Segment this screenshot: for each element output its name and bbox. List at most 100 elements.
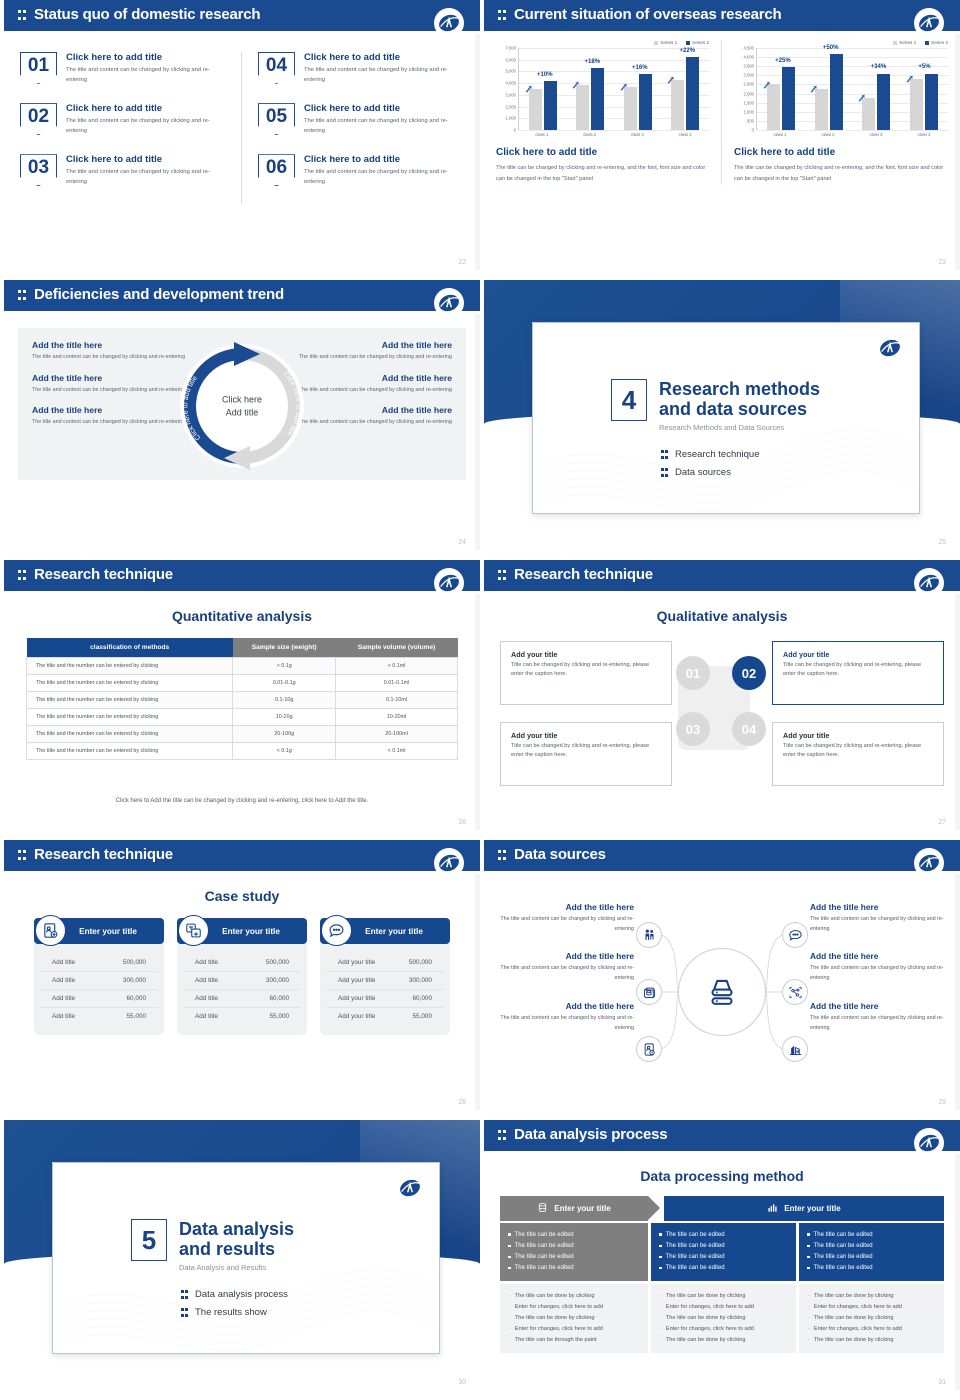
- slide-header-bar: Research technique: [4, 560, 480, 591]
- growth-annotation: +18%: [584, 58, 601, 65]
- database-box-icon[interactable]: [636, 979, 662, 1005]
- row-label: Add your title: [338, 959, 376, 966]
- table-row[interactable]: The title and the number can be entered …: [25, 725, 458, 743]
- chart-panel-left: Series 1 Series 2 7,000 6,000 5,000 4,000 3,…: [484, 40, 722, 186]
- quadrant-box-01[interactable]: Add your title Title can be changed by c…: [500, 641, 672, 705]
- list-item[interactable]: Research technique: [661, 449, 760, 460]
- block-body: The title and content can be changed by …: [298, 419, 452, 426]
- list-item[interactable]: The results show: [181, 1307, 288, 1318]
- card-row: Add title 300,000: [183, 972, 301, 990]
- section-number: 4: [611, 379, 647, 421]
- row-value: 500,000: [408, 959, 432, 966]
- charts-row: Series 1 Series 2 7,000 6,000 5,000 4,000 3,…: [484, 40, 960, 186]
- list-item[interactable]: 02 Click here to add title The title and …: [20, 103, 225, 136]
- slide-divider-research-methods: 4 Research methods and data sources Rese…: [484, 280, 960, 550]
- hub-label[interactable]: Add the title here The title and content …: [496, 951, 634, 983]
- list-item[interactable]: 06 Click here to add title The title and …: [258, 154, 464, 187]
- table-cell: 0.01-0.1g: [232, 674, 337, 692]
- cycle-center-label[interactable]: Click here Add title: [221, 394, 263, 417]
- chart-caption: Click here to add title The title can be…: [496, 147, 709, 185]
- card-row: Add title 60,000: [183, 990, 301, 1008]
- table-row[interactable]: The title and the number can be entered …: [25, 657, 458, 675]
- list-item[interactable]: 05 Click here to add title The title and …: [258, 103, 464, 136]
- slide-header-bar: Current situation of overseas research: [484, 0, 960, 31]
- chart-building-icon[interactable]: [782, 1036, 808, 1062]
- y-tick-label: 4,000: [743, 54, 754, 60]
- list-item[interactable]: Data sources: [661, 467, 760, 478]
- hub-label[interactable]: Add the title here The title and content …: [810, 902, 948, 934]
- database-icon: [537, 1202, 548, 1215]
- slide-data-sources: Data sources: [484, 840, 960, 1110]
- hub-label[interactable]: Add the title here The title and content …: [496, 1001, 634, 1033]
- process-mid-column[interactable]: The title can be edited The title can be …: [799, 1223, 944, 1282]
- process-step-grey[interactable]: Enter your title: [500, 1196, 660, 1221]
- table-cell: The title and the number can be entered …: [25, 657, 234, 675]
- bar-chart-left: 7,000 6,000 5,000 4,000 3,000 2,000 1,000 0 +10…: [496, 46, 709, 133]
- text-block[interactable]: Add the title here The title and content …: [256, 373, 452, 396]
- block-title: Add the title here: [381, 372, 452, 383]
- section-title-line2: and results: [179, 1239, 276, 1260]
- table-cell: The title and the number can be entered …: [25, 708, 234, 726]
- table-row[interactable]: The title and the number can be entered …: [25, 674, 458, 692]
- section-title-line1: Research methods: [659, 379, 821, 399]
- text-block[interactable]: Add the title here The title and content …: [256, 405, 452, 428]
- network-icon[interactable]: [782, 979, 808, 1005]
- process-mid-row: The title can be edited The title can be …: [500, 1223, 944, 1282]
- hub-label[interactable]: Add the title here The title and content …: [810, 1001, 948, 1033]
- page-number: 23: [938, 259, 946, 266]
- quadrant-box-02[interactable]: Add your title Title can be changed by c…: [772, 641, 944, 705]
- hub-label[interactable]: Add the title here The title and content …: [810, 951, 948, 983]
- page-number: 30: [458, 1379, 466, 1386]
- chat-bubble-icon[interactable]: [782, 922, 808, 948]
- quadrant-number-04[interactable]: 04: [732, 712, 766, 746]
- double-dot-icon: [18, 10, 27, 21]
- process-mid-column[interactable]: The title can be edited The title can be …: [500, 1223, 648, 1282]
- case-card[interactable]: Enter your title Add title 500,000 Add tit…: [34, 915, 164, 1035]
- table-row[interactable]: The title and the number can be entered …: [25, 742, 458, 760]
- people-icon[interactable]: [636, 922, 662, 948]
- case-card[interactable]: Enter your title Add title 500,000 Add tit…: [177, 915, 307, 1035]
- quadrant-box-04[interactable]: Add your title Title can be changed by c…: [772, 722, 944, 786]
- case-cards: Enter your title Add title 500,000 Add tit…: [34, 915, 450, 1035]
- table-row[interactable]: The title and the number can be entered …: [25, 708, 458, 726]
- bar-groups: +25% +50% +34% +5%: [757, 45, 948, 130]
- chart-legend: Series 1 Series 2: [734, 40, 948, 45]
- block-body: The title and content can be changed by …: [32, 354, 186, 360]
- text-block[interactable]: Add the title here The title and content …: [32, 405, 228, 428]
- list-item[interactable]: 04 Click here to add title The title and …: [258, 52, 464, 85]
- case-card[interactable]: Enter your title Add your title 500,000 Ad…: [320, 915, 450, 1035]
- grid-line: [519, 71, 709, 73]
- text-block[interactable]: Add the title here The title and content …: [32, 340, 228, 363]
- process-mid-column[interactable]: The title can be edited The title can be …: [651, 1223, 796, 1282]
- grid-line: [757, 130, 948, 131]
- quadrant-number-02[interactable]: 02: [732, 656, 766, 690]
- section-subtitle: Research Methods and Data Sources: [659, 423, 785, 433]
- cycle-diagram: Click here to add title Click here to ad…: [172, 332, 312, 480]
- hub-label[interactable]: Add the title here The title and content …: [496, 902, 634, 934]
- bar-group: +50%: [805, 45, 853, 130]
- text-block[interactable]: Add the title here The title and content …: [256, 340, 452, 363]
- list-item: Enter for changes, click here to add: [808, 1302, 935, 1313]
- section-title: Quantitative analysis: [171, 608, 313, 624]
- quadrant-number-03[interactable]: 03: [676, 712, 710, 746]
- x-tick-label: class 1: [773, 132, 787, 137]
- list-item: The title can be done by clicking: [808, 1335, 935, 1346]
- y-tick-label: 3,500: [743, 63, 754, 69]
- table-row[interactable]: The title and the number can be entered …: [25, 691, 458, 709]
- quadrant-box-03[interactable]: Add your title Title can be changed by c…: [500, 722, 672, 786]
- bar-series-1: [576, 84, 590, 130]
- quadrant-number-01[interactable]: 01: [676, 656, 710, 690]
- brand-logo-icon: [434, 288, 464, 318]
- hub-label-body: The title and content can be changed by …: [500, 965, 634, 982]
- list-item[interactable]: 01 Click here to add title The title and …: [20, 52, 225, 85]
- list-item[interactable]: 03 Click here to add title The title and …: [20, 154, 225, 187]
- process-step-blue[interactable]: Enter your title: [664, 1196, 944, 1221]
- bar-chart-right: 4,500 4,000 3,500 3,000 2,500 2,000 1,500 1,000…: [734, 45, 948, 133]
- block-title: Add the title here: [381, 405, 452, 416]
- quadrant-body: Title can be changed by clicking and re-…: [783, 743, 922, 759]
- list-item[interactable]: Data analysis process: [181, 1289, 288, 1300]
- text-block[interactable]: Add the title here The title and content …: [32, 373, 228, 396]
- brand-logo-icon: [434, 848, 464, 878]
- id-card-icon[interactable]: [636, 1036, 662, 1062]
- translate-icon: [178, 915, 209, 946]
